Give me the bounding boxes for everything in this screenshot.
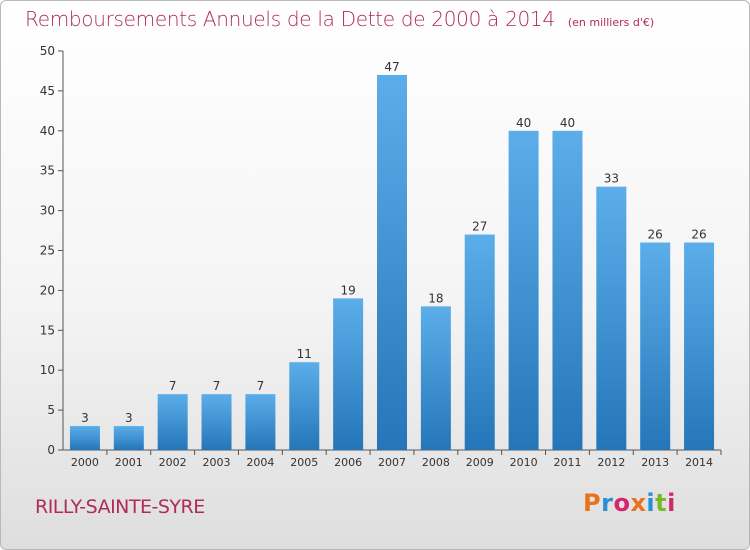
x-tick-label: 2008 — [422, 456, 450, 469]
x-tick-label: 2002 — [159, 456, 187, 469]
data-label: 26 — [691, 228, 706, 242]
x-tick-label: 2013 — [641, 456, 669, 469]
logo-letter: i — [646, 489, 656, 517]
logo-letter: r — [601, 489, 614, 517]
commune-name: RILLY-SAINTE-SYRE — [35, 496, 205, 518]
x-tick-label: 2014 — [685, 456, 713, 469]
bar — [157, 394, 188, 450]
data-label: 3 — [81, 411, 89, 425]
logo-letter: o — [613, 489, 631, 517]
y-tick-label: 45 — [40, 84, 55, 98]
y-tick-label: 15 — [40, 323, 55, 337]
bar — [552, 130, 583, 451]
bar — [377, 74, 407, 450]
logo-letter: i — [667, 489, 676, 517]
bar — [245, 394, 276, 450]
logo-letter: x — [630, 489, 647, 517]
y-tick-label: 50 — [40, 44, 55, 58]
bar — [464, 234, 495, 450]
x-tick-label: 2004 — [246, 456, 274, 469]
x-tick-label: 2010 — [510, 456, 538, 469]
bar — [69, 426, 100, 450]
data-label: 26 — [648, 228, 663, 242]
x-tick-label: 2009 — [466, 456, 494, 469]
bar — [420, 306, 451, 450]
y-tick-label: 0 — [47, 443, 55, 457]
data-label: 7 — [257, 379, 265, 393]
x-tick-label: 2012 — [597, 456, 625, 469]
data-label: 40 — [516, 116, 531, 130]
logo-letter: t — [655, 489, 668, 517]
bars — [69, 74, 715, 451]
x-tick-label: 2006 — [334, 456, 362, 469]
y-tick-label: 40 — [40, 124, 55, 138]
x-tick-label: 2007 — [378, 456, 406, 469]
data-label: 27 — [472, 220, 487, 234]
bar — [684, 242, 715, 450]
data-label: 7 — [169, 379, 177, 393]
y-axis: 0 5 10 15 20 25 30 35 40 45 50 — [40, 44, 64, 457]
chart-title: Remboursements Annuels de la Dette de 20… — [25, 7, 555, 31]
y-tick-label: 35 — [40, 164, 55, 178]
data-label: 33 — [604, 172, 619, 186]
chart-unit: (en milliers d'€) — [567, 16, 655, 29]
data-label: 7 — [213, 379, 221, 393]
bar — [289, 362, 320, 450]
proxiti-logo[interactable]: Proxiti — [583, 489, 676, 517]
bar — [640, 242, 671, 450]
x-tick-label: 2000 — [71, 456, 99, 469]
y-tick-label: 25 — [40, 244, 55, 258]
data-label: 47 — [384, 60, 399, 74]
x-axis: 2000 2001 2002 2003 2004 2005 2006 2007 2008 2009… — [63, 449, 722, 469]
data-label: 11 — [297, 347, 312, 361]
data-label: 19 — [340, 283, 355, 297]
bar — [201, 394, 232, 450]
x-tick-label: 2005 — [290, 456, 318, 469]
bar — [508, 130, 539, 451]
logo-letter: P — [583, 489, 602, 517]
data-label: 18 — [428, 291, 443, 305]
x-tick-label: 2011 — [553, 456, 581, 469]
y-tick-label: 20 — [40, 283, 55, 297]
x-tick-label: 2003 — [203, 456, 231, 469]
data-label: 3 — [125, 411, 133, 425]
bar — [113, 426, 144, 450]
x-tick-label: 2001 — [115, 456, 143, 469]
y-tick-label: 30 — [40, 204, 55, 218]
bar — [333, 298, 364, 450]
data-label: 40 — [560, 116, 575, 130]
y-tick-label: 10 — [40, 363, 55, 377]
y-tick-label: 5 — [47, 403, 55, 417]
bar — [596, 186, 627, 450]
chart-header: Remboursements Annuels de la Dette de 20… — [25, 7, 654, 31]
